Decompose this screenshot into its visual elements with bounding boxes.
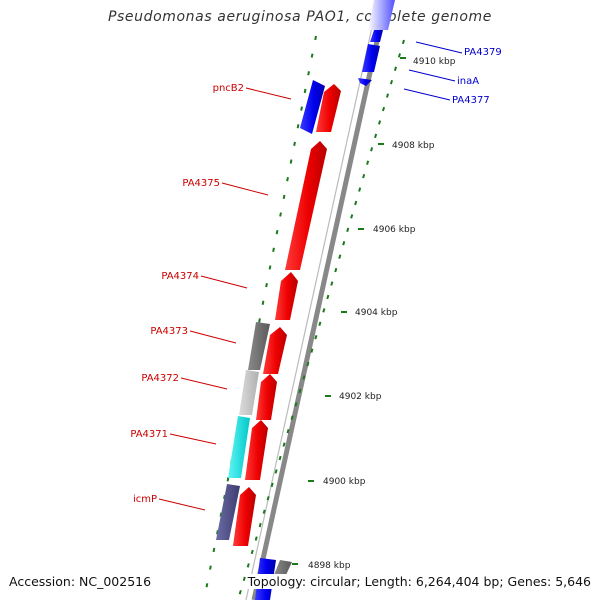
gene-lightgray-block[interactable] [239, 370, 259, 415]
gene-PA4372-arrow[interactable] [256, 374, 277, 420]
gene-PA4371-arrow[interactable] [245, 420, 268, 480]
kbp-scale: 4898 kbp 4900 kbp 4902 kbp 4904 kbp 4906… [292, 57, 456, 571]
gene-bottom-gray[interactable] [274, 560, 292, 575]
gene-blue-outer[interactable] [300, 80, 325, 134]
gene-PA4379-arrow[interactable] [362, 44, 380, 72]
label-PA4375[interactable]: PA4375 [182, 178, 220, 189]
inner-tick-ring [203, 35, 317, 600]
kbp-label-4900: 4900 kbp [323, 477, 366, 487]
label-PA4371[interactable]: PA4371 [130, 429, 168, 440]
kbp-label-4904: 4904 kbp [355, 308, 398, 318]
kbp-label-4902: 4902 kbp [339, 392, 382, 402]
kbp-label-4898: 4898 kbp [308, 561, 351, 571]
gene-PA4373-arrow[interactable] [263, 327, 287, 374]
left-gene-labels: pncB2 PA4375 PA4374 PA4373 PA4372 PA4371… [130, 83, 292, 511]
label-PA4377[interactable]: PA4377 [452, 95, 490, 106]
outer-genes[interactable] [216, 80, 325, 540]
label-PA4374[interactable]: PA4374 [161, 271, 199, 282]
gene-purple-block[interactable] [216, 484, 240, 540]
kbp-label-4906: 4906 kbp [373, 225, 416, 235]
kbp-label-4910: 4910 kbp [413, 57, 456, 67]
label-PA4372[interactable]: PA4372 [141, 373, 179, 384]
label-inaA[interactable]: inaA [457, 76, 479, 87]
genome-summary-label: Topology: circular; Length: 6,264,404 bp… [247, 574, 591, 589]
accession-label: Accession: NC_002516 [9, 574, 152, 589]
gene-blue-top-fade[interactable] [368, 0, 395, 30]
gene-icmP-arrow[interactable] [233, 487, 256, 546]
kbp-label-4908: 4908 kbp [392, 141, 435, 151]
gene-inaA-arrow[interactable] [358, 78, 372, 86]
minus-strand-genes[interactable] [233, 84, 341, 546]
label-pncB2[interactable]: pncB2 [213, 83, 244, 94]
label-PA4373[interactable]: PA4373 [150, 326, 188, 337]
label-icmP[interactable]: icmP [133, 494, 157, 505]
gene-blue-top-a[interactable] [370, 30, 383, 42]
map-title: Pseudomonas aeruginosa PAO1, complete ge… [107, 9, 492, 25]
gene-PA4374-arrow[interactable] [275, 272, 298, 320]
gene-gray-block[interactable] [248, 322, 270, 370]
label-PA4379[interactable]: PA4379 [464, 47, 502, 58]
gene-cyan-block[interactable] [228, 416, 250, 478]
right-gene-labels: PA4379 inaA PA4377 [403, 41, 502, 106]
gene-PA4375-arrow[interactable] [285, 141, 327, 270]
gene-pncB2-arrow[interactable] [316, 84, 341, 132]
